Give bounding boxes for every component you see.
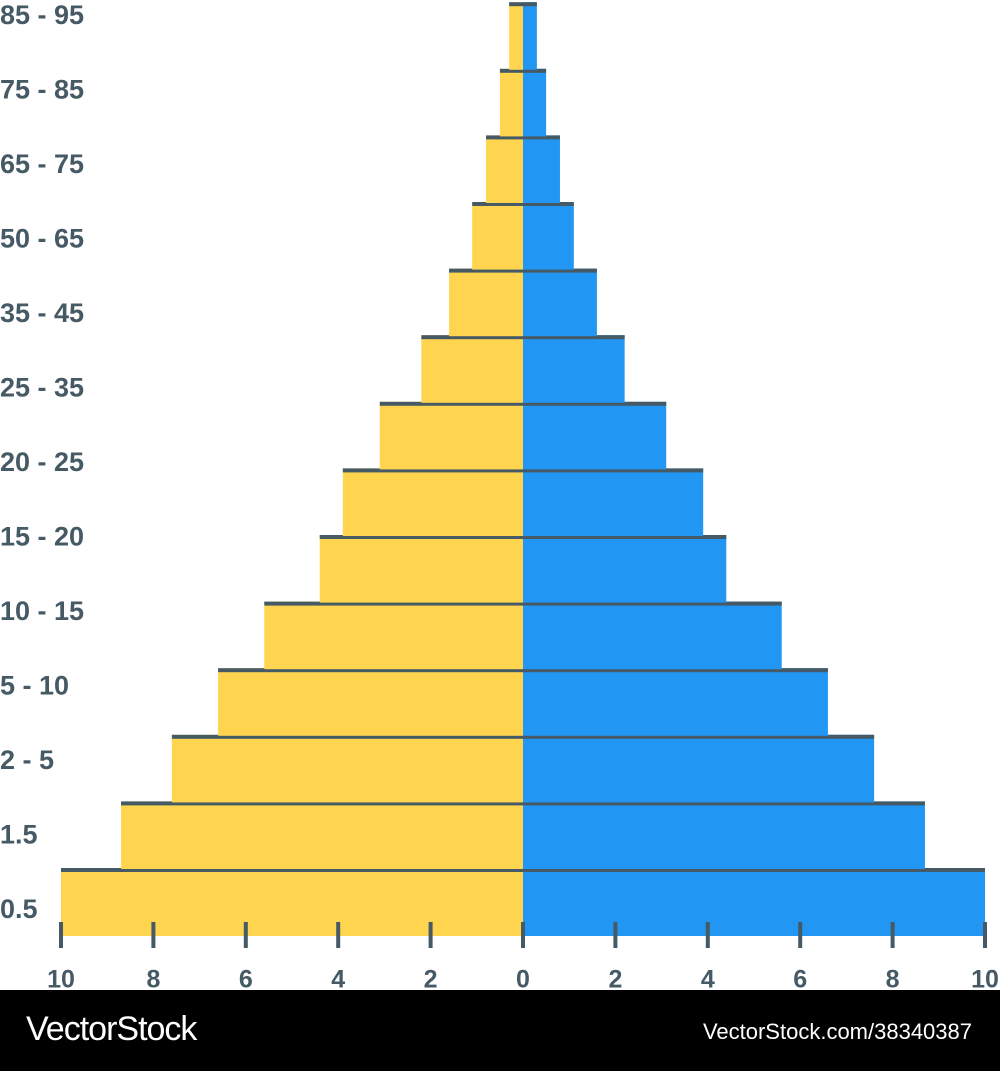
y-tick-label: 20 - 25 (0, 447, 84, 477)
x-tick-label: 2 (424, 966, 438, 994)
x-tick-label: 0 (516, 966, 530, 994)
bar-cap (499, 68, 523, 73)
bar (342, 468, 523, 536)
y-tick-label: 25 - 35 (0, 373, 84, 403)
bar-cap (523, 268, 597, 273)
bar (509, 2, 523, 70)
bar-cap (472, 202, 523, 206)
bar-cap (523, 2, 537, 7)
bar-cap (523, 468, 704, 473)
bar (486, 135, 523, 203)
bar-cap (319, 535, 523, 539)
bar-cap (121, 801, 523, 806)
bar (523, 734, 875, 803)
bar (499, 68, 523, 137)
bar-cap (379, 401, 523, 406)
bar-cap (264, 601, 523, 606)
bar (523, 668, 828, 736)
y-tick-label: 1.5 (0, 820, 38, 850)
bar (523, 601, 782, 670)
bar (61, 868, 523, 936)
y-tick-label: 85 - 95 (0, 0, 84, 30)
y-tick-label: 2 - 5 (0, 745, 54, 775)
y-tick-label: 65 - 75 (0, 149, 84, 179)
x-tick-label: 10 (971, 966, 999, 994)
bar (523, 868, 985, 936)
bar-cap (523, 668, 828, 673)
bar (449, 268, 523, 337)
x-tick-label: 2 (608, 966, 622, 994)
x-tick-label: 4 (331, 966, 345, 994)
bar (523, 535, 727, 603)
x-tick-label: 6 (239, 966, 253, 994)
bar (319, 535, 523, 603)
bar-cap (523, 535, 727, 539)
y-tick-label: 35 - 45 (0, 298, 84, 328)
bar (523, 135, 560, 203)
x-tick-label: 4 (701, 966, 715, 994)
bar-cap (523, 601, 782, 606)
y-tick-label: 10 - 15 (0, 596, 84, 626)
bar (472, 202, 523, 270)
bar (218, 668, 523, 736)
bar-cap (523, 734, 875, 739)
bar (523, 202, 574, 270)
bar (523, 268, 597, 337)
y-tick-label: 0.5 (0, 894, 38, 924)
bar-cap (421, 335, 523, 340)
bar (379, 401, 523, 470)
bar-cap (523, 135, 560, 140)
bar-cap (523, 801, 925, 806)
bar-cap (61, 868, 523, 872)
bar-cap (523, 335, 625, 340)
footer-band (0, 990, 1000, 1071)
bar (523, 335, 625, 403)
x-tick-label: 10 (47, 966, 75, 994)
bar-cap (523, 202, 574, 206)
bar-cap (523, 868, 985, 872)
footer-brand: VectorStock (26, 1010, 198, 1048)
bar (523, 401, 667, 470)
bar-cap (218, 668, 523, 673)
x-tick-label: 8 (886, 966, 900, 994)
bar-cap (342, 468, 523, 473)
bar-cap (509, 2, 523, 7)
bar (523, 68, 547, 137)
x-tick-label: 8 (146, 966, 160, 994)
bar (264, 601, 523, 670)
bar-cap (523, 68, 547, 73)
y-tick-label: 75 - 85 (0, 75, 84, 105)
y-tick-label: 5 - 10 (0, 671, 69, 701)
y-tick-label: 50 - 65 (0, 224, 84, 254)
footer-id: VectorStock.com/38340387 (703, 1019, 972, 1044)
bar (121, 801, 523, 869)
bar (421, 335, 523, 403)
bar-cap (486, 135, 523, 140)
bar (523, 468, 704, 536)
x-tick-label: 6 (793, 966, 807, 994)
bar-cap (449, 268, 523, 273)
bar-cap (171, 734, 523, 739)
bar (523, 801, 925, 869)
bar (171, 734, 523, 803)
y-tick-label: 15 - 20 (0, 522, 84, 552)
bar-cap (523, 401, 667, 406)
bar (523, 2, 537, 70)
